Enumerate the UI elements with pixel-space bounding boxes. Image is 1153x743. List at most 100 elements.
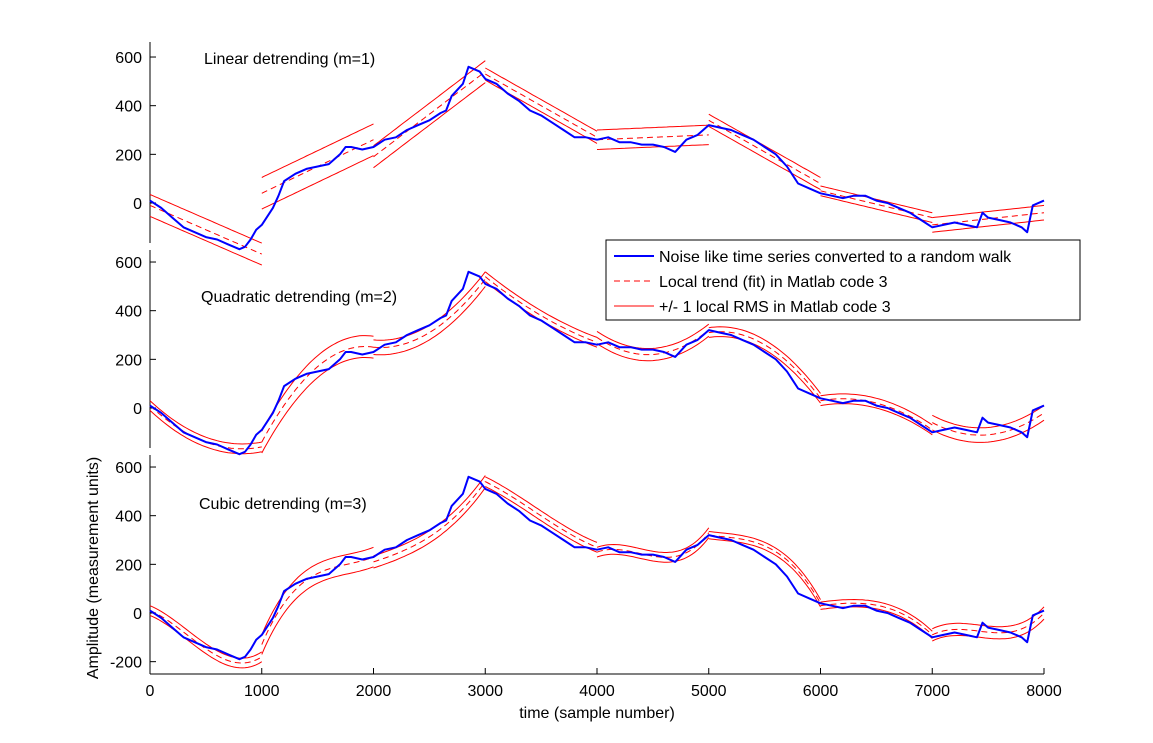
rms-lower-line [261, 566, 374, 655]
rms-upper-line [820, 393, 933, 426]
panel-label: Linear detrending (m=1) [204, 51, 375, 68]
rms-upper-line [149, 400, 262, 445]
x-tick-label: 8000 [1026, 683, 1062, 700]
rms-upper-line [932, 405, 1045, 429]
rms-lower-line [708, 125, 821, 191]
rms-upper-line [484, 271, 598, 338]
rms-lower-line [373, 487, 486, 569]
rms-lower-line [708, 336, 821, 404]
rms-upper-line [708, 326, 821, 394]
panel-2: 0 200 400 600 Quadratic detrending (m=2) [115, 250, 1045, 456]
panel-label: Cubic detrending (m=3) [199, 496, 367, 513]
random-walk-line [149, 270, 1045, 456]
rms-lower-line [373, 286, 486, 356]
legend-entry-local-trend: Local trend (fit) in Matlab code 3 [659, 274, 888, 291]
rms-upper-line [708, 531, 821, 600]
y-tick-label: 0 [133, 401, 142, 418]
rms-lower-line [149, 614, 263, 669]
random-walk-line [149, 475, 1045, 661]
local-trend-line [932, 612, 1045, 636]
y-tick-label: -200 [110, 655, 142, 672]
local-trend-line [932, 412, 1045, 436]
rms-lower-line [932, 419, 1045, 443]
y-axis-label: Amplitude (measurement units) [85, 457, 102, 679]
rms-upper-line [932, 204, 1045, 219]
rms-lower-line [485, 486, 598, 553]
legend-entry-local-rms: +/- 1 local RMS in Matlab code 3 [659, 299, 891, 316]
rms-upper-line [373, 475, 486, 557]
local-trend-line [261, 345, 374, 443]
local-trend-line [149, 610, 263, 664]
x-tick-label: 6000 [803, 683, 839, 700]
local-trend-line [932, 212, 1045, 226]
y-tick-label: 400 [115, 304, 142, 321]
y-tick-label: 600 [115, 50, 142, 67]
rms-lower-line [596, 335, 710, 362]
local-trend-line [485, 481, 598, 548]
legend: Noise like time series converted to a ra… [605, 239, 1081, 321]
y-tick-label: 0 [133, 606, 142, 623]
rms-upper-line [149, 605, 263, 659]
rms-lower-line [484, 281, 598, 348]
rms-lower-line [596, 537, 710, 563]
x-tick-label: 2000 [356, 683, 392, 700]
panel-3: -200 0 200 400 600 Cubic detrending (m=3) [110, 455, 1045, 674]
x-tick-label: 1000 [244, 683, 280, 700]
legend-box [605, 239, 1081, 321]
rms-upper-line [261, 123, 374, 178]
y-tick-label: 0 [133, 196, 142, 213]
plot-panels: 0 200 400 600 Linear detrending (m=1) 0 200 400… [110, 42, 1045, 674]
rms-upper-line [932, 606, 1045, 630]
rms-lower-line [820, 403, 933, 436]
x-axis: 0 1000 2000 3000 4000 5000 6000 7000 8000 [146, 668, 1062, 700]
x-tick-label: 5000 [691, 683, 727, 700]
local-trend-line [373, 481, 486, 563]
x-tick-label: 7000 [914, 683, 950, 700]
local-trend-line [373, 71, 486, 158]
local-trend-line [820, 190, 933, 219]
rms-upper-line [149, 194, 262, 244]
rms-upper-line [596, 124, 709, 131]
rms-lower-line [820, 195, 933, 223]
random-walk-line [149, 65, 1045, 251]
local-trend-line [708, 119, 821, 184]
rms-lower-line [932, 219, 1045, 233]
local-trend-line [484, 276, 598, 343]
rms-lower-line [373, 82, 486, 169]
rms-upper-line [708, 113, 821, 178]
x-tick-label: 0 [146, 683, 155, 700]
rms-lower-line [149, 215, 262, 266]
rms-upper-line [373, 60, 486, 147]
local-trend-line [596, 532, 710, 558]
local-trend-line [708, 534, 821, 604]
rms-lower-line [932, 618, 1045, 642]
local-trend-line [261, 556, 374, 645]
y-tick-label: 400 [115, 99, 142, 116]
legend-entry-random-walk: Noise like time series converted to a ra… [659, 249, 1012, 266]
rms-upper-line [261, 335, 374, 432]
local-trend-line [149, 405, 262, 450]
local-trend-line [708, 331, 821, 399]
rms-upper-line [596, 527, 710, 553]
y-tick-label: 600 [115, 255, 142, 272]
x-tick-label: 3000 [467, 683, 503, 700]
y-tick-label: 200 [115, 147, 142, 164]
rms-upper-line [820, 185, 933, 214]
local-trend-line [596, 329, 710, 356]
x-tick-label: 4000 [579, 683, 615, 700]
y-tick-label: 200 [115, 557, 142, 574]
panel-1: 0 200 400 600 Linear detrending (m=1) [115, 42, 1045, 266]
rms-lower-line [261, 155, 374, 210]
rms-lower-line [261, 357, 374, 454]
local-trend-line [596, 134, 709, 141]
x-axis-label: time (sample number) [519, 705, 675, 722]
rms-lower-line [708, 538, 821, 608]
y-tick-label: 400 [115, 509, 142, 526]
rms-upper-line [485, 67, 598, 132]
rms-lower-line [596, 144, 709, 150]
rms-upper-line [596, 323, 710, 349]
rms-upper-line [820, 598, 933, 632]
rms-upper-line [485, 476, 598, 543]
panel-label: Quadratic detrending (m=2) [201, 289, 397, 306]
